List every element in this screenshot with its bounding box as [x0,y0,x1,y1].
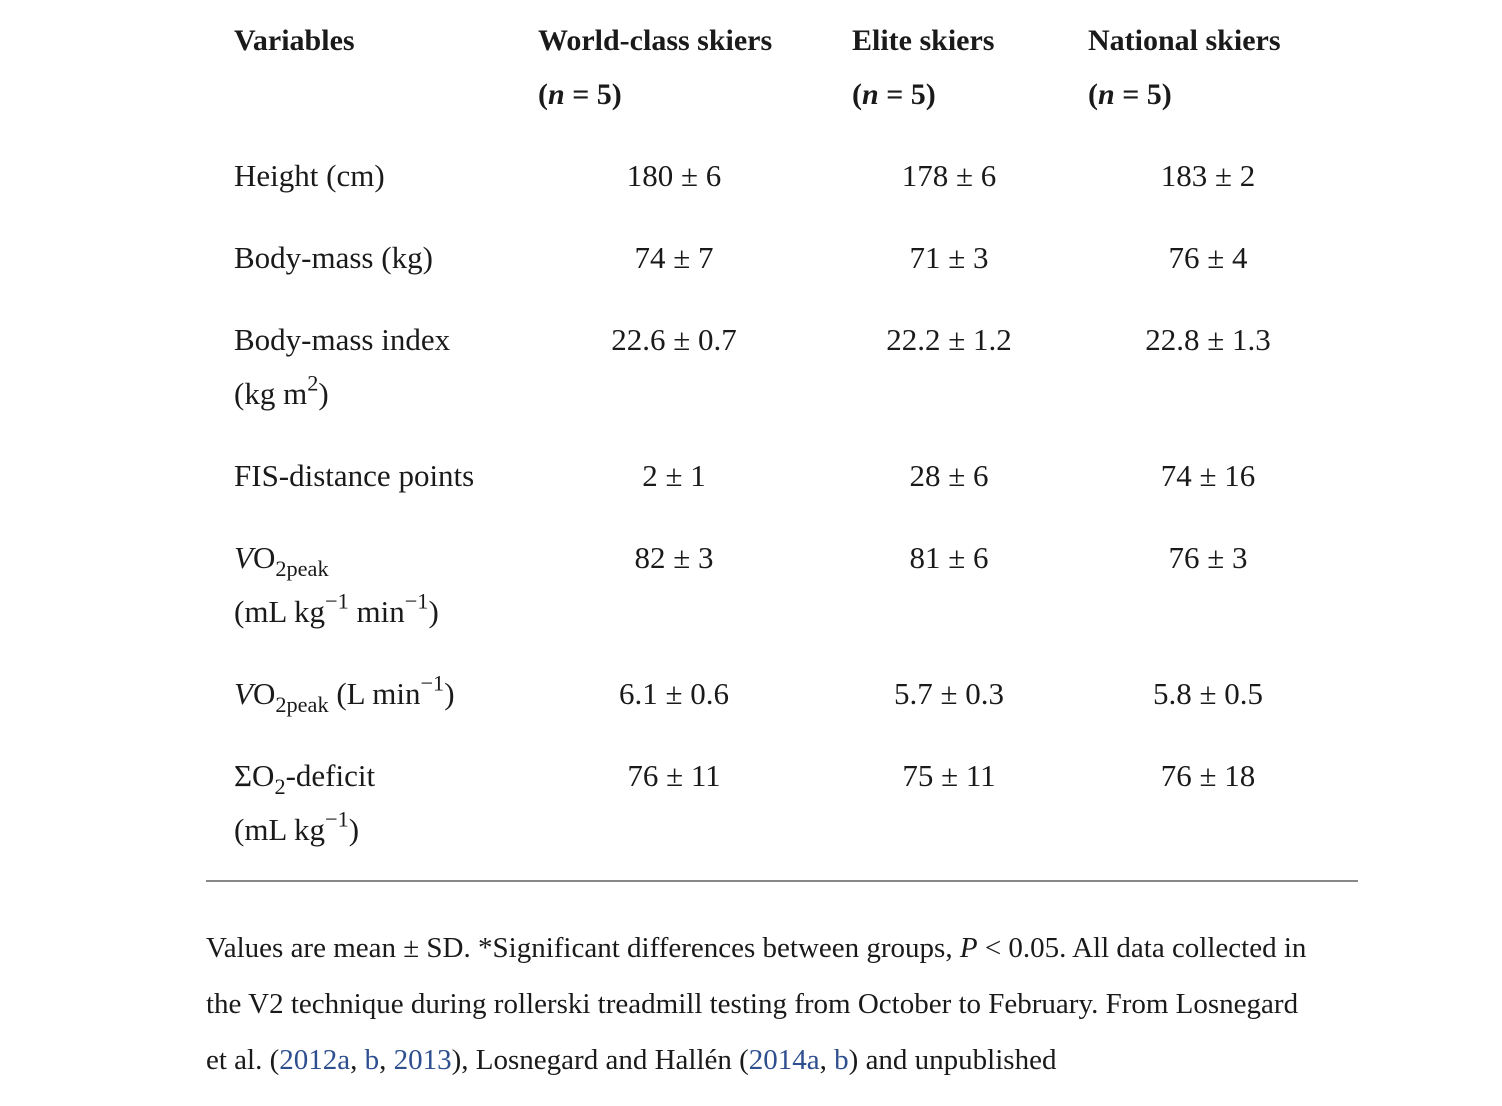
unit-text: ) [428,594,439,629]
header-elite: Elite skiers [852,24,995,57]
table-bottom-rule [206,880,1358,882]
row-label-bmi-unit: (kg m2) [234,372,329,412]
n-value: = 5) [1114,78,1172,111]
cell-national-vo2peak-relative: 76 ± 3 [1168,540,1248,575]
cell-elite-body-mass: 71 ± 3 [909,240,989,275]
unit-text: min [348,594,405,629]
unit-text: ) [318,376,329,411]
n-value: = 5) [878,78,936,111]
n-symbol: n [862,78,879,111]
v-symbol: V [234,676,253,711]
reference-link-2014b[interactable]: b [834,1044,849,1076]
unit-text: ) [444,676,455,711]
footnote-line-3: et al. (2012a, b, 2013), Losnegard and H… [206,1032,1056,1088]
cell-national-bmi: 22.8 ± 1.3 [1145,322,1271,357]
unit-superscript: −1 [324,806,349,832]
unit-text: (L min [328,676,421,711]
label-text: ΣO [234,758,275,793]
header-world-class: World-class skiers [538,24,773,57]
footnote-text: < 0.05. All data collected in [977,932,1307,964]
row-label-bmi: Body-mass index [234,322,451,357]
header-elite-n: (n = 5) [852,78,936,111]
cell-world-o2-deficit: 76 ± 11 [627,758,721,793]
cell-elite-o2-deficit: 75 ± 11 [902,758,996,793]
n-symbol: n [1098,78,1115,111]
footnote-text: , [379,1044,394,1076]
cell-elite-bmi: 22.2 ± 1.2 [886,322,1012,357]
footnote-text: ) and unpublished [848,1044,1057,1076]
v-symbol: V [234,540,253,575]
unit-superscript: −1 [324,588,349,614]
cell-world-fis: 2 ± 1 [642,458,706,493]
cell-elite-fis: 28 ± 6 [909,458,989,493]
cell-national-height: 183 ± 2 [1160,158,1256,193]
cell-world-bmi: 22.6 ± 0.7 [611,322,737,357]
cell-world-vo2peak-relative: 82 ± 3 [634,540,714,575]
label-subscript: 2 [274,773,286,799]
unit-text: (mL kg [234,812,325,847]
cell-elite-vo2peak-relative: 81 ± 6 [909,540,989,575]
cell-world-height: 180 ± 6 [626,158,722,193]
footnote-line-1: Values are mean ± SD. *Significant diffe… [206,920,1306,976]
footnote-text: , [350,1044,365,1076]
label-subscript: 2peak [275,555,329,581]
header-variables: Variables [234,24,355,57]
cell-national-o2-deficit: 76 ± 18 [1160,758,1256,793]
row-label-vo2peak-relative: VO2peak [234,540,329,579]
footnote-text: , [819,1044,835,1076]
o-symbol: O [252,676,276,711]
footnote-text: ), Losnegard and Hallén ( [451,1044,749,1076]
row-label-vo2peak-relative-unit: (mL kg−1 min−1) [234,590,439,630]
reference-link-2014a[interactable]: 2014a [748,1044,820,1076]
unit-superscript: −1 [404,588,429,614]
reference-link-2012a[interactable]: 2012a [279,1044,351,1076]
row-label-o2-deficit-unit: (mL kg−1) [234,808,360,848]
cell-national-vo2peak-absolute: 5.8 ± 0.5 [1152,676,1263,711]
cell-elite-height: 178 ± 6 [901,158,997,193]
n-symbol: n [548,78,565,111]
reference-link-2013[interactable]: 2013 [393,1044,452,1076]
row-label-vo2peak-absolute: VO2peak (L min−1) [234,672,455,716]
cell-national-body-mass: 76 ± 4 [1168,240,1248,275]
n-value: = 5) [564,78,622,111]
header-world-class-n: (n = 5) [538,78,622,111]
reference-link-2012b[interactable]: b [364,1044,380,1076]
row-label-o2-deficit: ΣO2-deficit [234,758,376,797]
footnote-text: et al. ( [206,1044,280,1076]
unit-superscript: −1 [420,670,445,696]
unit-superscript: 2 [307,370,319,396]
footnote-line-2: the V2 technique during rollerski treadm… [206,988,1299,1020]
cell-world-vo2peak-absolute: 6.1 ± 0.6 [618,676,729,711]
label-text: -deficit [285,758,376,793]
header-national: National skiers [1088,24,1281,57]
row-label-body-mass: Body-mass (kg) [234,240,433,275]
unit-text: (mL kg [234,594,325,629]
cell-elite-vo2peak-absolute: 5.7 ± 0.3 [893,676,1004,711]
p-symbol: P [959,932,978,964]
row-label-height: Height (cm) [234,158,385,193]
header-national-n: (n = 5) [1088,78,1172,111]
o-symbol: O [252,540,276,575]
unit-text: (kg m [234,376,308,411]
cell-national-fis: 74 ± 16 [1160,458,1256,493]
unit-text: ) [348,812,360,847]
cell-world-body-mass: 74 ± 7 [634,240,714,275]
label-subscript: 2peak [275,691,329,717]
footnote-text: Values are mean ± SD. *Significant diffe… [206,932,960,964]
row-label-fis: FIS-distance points [234,458,475,493]
